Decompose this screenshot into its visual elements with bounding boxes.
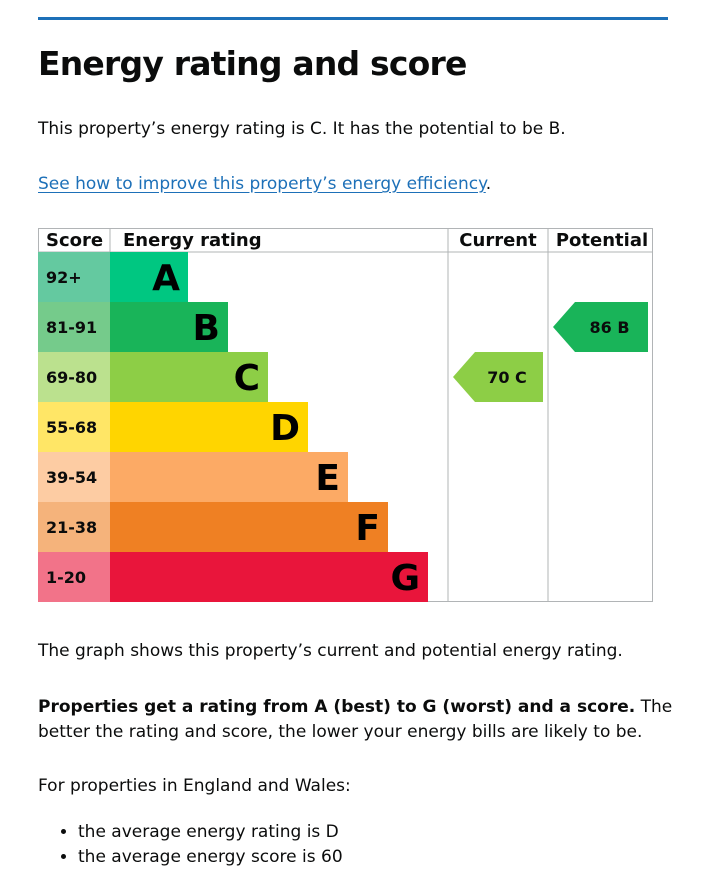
header-energy-rating: Energy rating <box>123 230 262 251</box>
score-range-b: 81-91 <box>46 318 97 337</box>
rating-bar-c <box>110 352 268 402</box>
score-cell-d <box>38 402 110 452</box>
header-current: Current <box>459 230 537 251</box>
rating-letter-b: B <box>193 308 220 349</box>
rating-summary: This property’s energy rating is C. It h… <box>38 119 566 139</box>
score-range-a: 92+ <box>46 268 82 287</box>
average-score-item: the average energy score is 60 <box>78 845 343 870</box>
rating-bar-b <box>110 302 228 352</box>
improve-link-paragraph: See how to improve this property’s energ… <box>38 174 491 194</box>
score-cell-g <box>38 552 110 602</box>
average-list: the average energy rating is D the avera… <box>38 820 343 870</box>
score-range-c: 69-80 <box>46 368 97 387</box>
rating-bar-e <box>110 452 348 502</box>
score-cell-b <box>38 302 110 352</box>
rating-letter-e: E <box>315 458 340 499</box>
current-rating-arrow <box>453 352 543 402</box>
ratings-explanation-bold: Properties get a rating from A (best) to… <box>38 697 636 717</box>
potential-rating-label: 86 B <box>589 318 629 337</box>
energy-rating-graph: Score Energy rating Current Potential 92+ A 81… <box>38 228 653 602</box>
rating-letter-f: F <box>355 508 380 549</box>
average-rating-item: the average energy rating is D <box>78 820 343 845</box>
score-cell-a <box>38 252 110 302</box>
improve-efficiency-link[interactable]: See how to improve this property’s energ… <box>38 174 486 194</box>
score-range-g: 1-20 <box>46 568 86 587</box>
score-range-d: 55-68 <box>46 418 97 437</box>
score-cell-c <box>38 352 110 402</box>
link-suffix: . <box>485 174 492 194</box>
score-cell-f <box>38 502 110 552</box>
potential-rating-arrow <box>553 302 648 352</box>
rating-letter-a: A <box>152 258 180 299</box>
energy-rating-chart: Score Energy rating Current Potential 92+ A 81… <box>38 228 653 602</box>
rating-bar-g <box>110 552 428 602</box>
rating-bar-a <box>110 252 188 302</box>
score-range-f: 21-38 <box>46 518 97 537</box>
page-title: Energy rating and score <box>38 44 467 83</box>
graph-description: The graph shows this property’s current … <box>38 641 623 661</box>
region-intro: For properties in England and Wales: <box>38 776 351 796</box>
header-potential: Potential <box>556 230 648 251</box>
rating-bar-d <box>110 402 308 452</box>
current-rating-label: 70 C <box>487 368 527 387</box>
rating-bar-f <box>110 502 388 552</box>
score-range-e: 39-54 <box>46 468 97 487</box>
rating-letter-d: D <box>270 408 300 449</box>
rating-letter-g: G <box>390 558 420 599</box>
rating-letter-c: C <box>234 358 260 399</box>
score-cell-e <box>38 452 110 502</box>
section-divider <box>38 17 668 20</box>
ratings-explanation: Properties get a rating from A (best) to… <box>38 695 678 745</box>
ratings-explanation-rest: The better the rating and score, the low… <box>38 697 673 742</box>
header-score: Score <box>46 230 103 251</box>
